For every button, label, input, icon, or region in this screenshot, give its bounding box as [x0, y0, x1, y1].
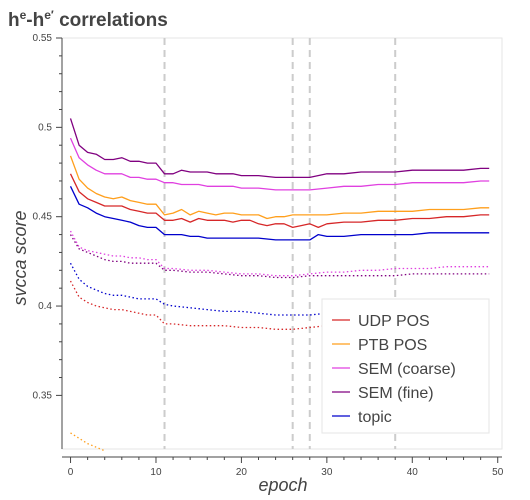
- legend-label-4: topic: [358, 409, 392, 426]
- x-tick-label-4: 40: [407, 467, 419, 478]
- legend: UDP POS PTB POS SEM (coarse) SEM (fine) topi…: [321, 298, 490, 434]
- axes: 0.35 0.4 0.45 0.5 0.55 0 10 20 30 40 50: [33, 33, 504, 478]
- series-line-2: [69, 137, 490, 191]
- legend-box: [321, 298, 490, 434]
- y-tick-label-4: 0.55: [33, 33, 53, 44]
- chart-title: he-he′ correlations: [8, 8, 168, 31]
- x-tick-label-2: 20: [236, 467, 248, 478]
- series-layer: [69, 118, 490, 452]
- y-axis-label: svcca score: [10, 210, 30, 305]
- series-line-8: [69, 234, 490, 279]
- series-line-3: [69, 118, 490, 179]
- series-line-1: [69, 155, 490, 220]
- series-line-9: [69, 262, 344, 316]
- x-tick-label-1: 10: [150, 467, 162, 478]
- legend-label-3: SEM (fine): [358, 385, 434, 402]
- x-tick-label-5: 50: [492, 467, 504, 478]
- x-tick-label-3: 30: [321, 467, 333, 478]
- x-tick-label-0: 0: [68, 467, 74, 478]
- series-line-4: [69, 186, 490, 241]
- y-tick-label-1: 0.4: [38, 301, 52, 312]
- series-line-0: [69, 173, 490, 229]
- legend-label-0: UDP POS: [358, 313, 430, 330]
- y-tick-label-2: 0.45: [33, 212, 53, 223]
- x-axis-label: epoch: [258, 475, 307, 495]
- legend-label-2: SEM (coarse): [358, 361, 456, 378]
- y-tick-label-0: 0.35: [33, 390, 53, 401]
- y-tick-label-3: 0.5: [38, 122, 52, 133]
- series-line-6: [70, 432, 105, 452]
- legend-label-1: PTB POS: [358, 337, 427, 354]
